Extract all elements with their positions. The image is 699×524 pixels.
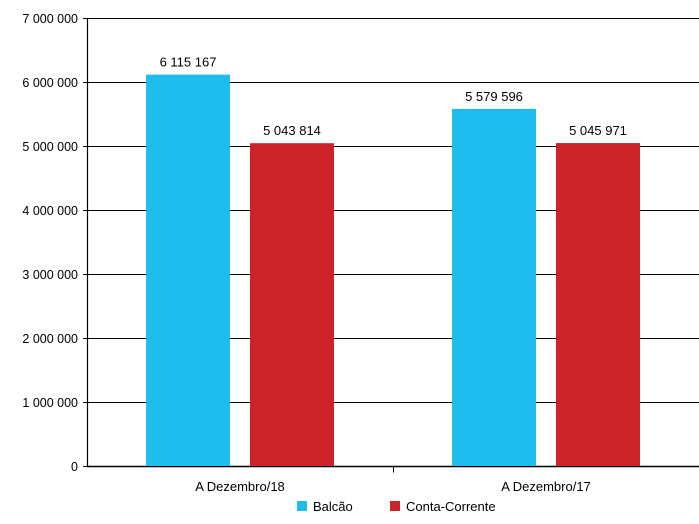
bar-conta-corrente bbox=[250, 143, 334, 466]
data-label: 6 115 167 bbox=[160, 55, 217, 70]
legend: Balcão Conta-Corrente bbox=[297, 499, 496, 514]
axes: 0 1 000 000 2 000 000 3 000 000 4 000 000 5 0… bbox=[22, 12, 699, 494]
legend-swatch bbox=[297, 501, 307, 511]
y-tick-label: 5 000 000 bbox=[22, 140, 78, 154]
y-tick-label: 6 000 000 bbox=[22, 76, 78, 90]
legend-label: Balcão bbox=[313, 499, 353, 514]
bar-balcao bbox=[452, 108, 536, 466]
y-tick-label: 0 bbox=[71, 460, 78, 474]
y-tick-label: 3 000 000 bbox=[22, 268, 78, 282]
x-category-label: A Dezembro/17 bbox=[501, 479, 591, 494]
bar-conta-corrente bbox=[556, 143, 640, 466]
bars bbox=[146, 74, 640, 467]
y-tick-label: 7 000 000 bbox=[22, 12, 78, 26]
data-labels: 6 115 167 5 043 814 5 579 596 5 045 971 bbox=[160, 55, 627, 139]
data-label: 5 043 814 bbox=[263, 123, 321, 138]
legend-label: Conta-Corrente bbox=[406, 499, 496, 514]
y-tick-label: 4 000 000 bbox=[22, 204, 78, 218]
data-label: 5 579 596 bbox=[465, 89, 523, 104]
data-label: 5 045 971 bbox=[569, 123, 627, 138]
legend-swatch bbox=[390, 501, 400, 511]
bar-balcao bbox=[146, 74, 230, 467]
x-category-label: A Dezembro/18 bbox=[195, 479, 285, 494]
y-tick-label: 1 000 000 bbox=[22, 396, 78, 410]
y-tick-label: 2 000 000 bbox=[22, 332, 78, 346]
